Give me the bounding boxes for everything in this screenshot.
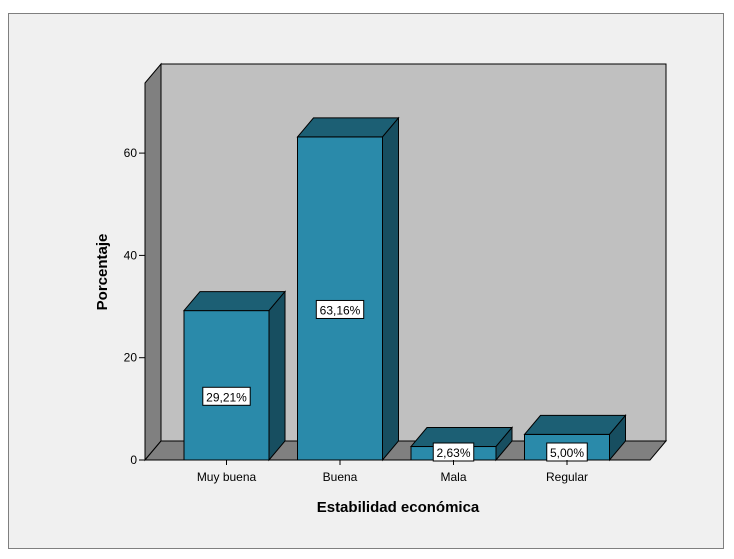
x-tick-label: Mala — [440, 470, 466, 484]
bar-front — [297, 136, 383, 461]
bars: 29,21% 63,16% 2,63% 5,00% — [182, 116, 627, 462]
bar: 2,63% — [409, 426, 514, 462]
x-tick-label: Regular — [546, 470, 588, 484]
y-tick-label: 60 — [124, 146, 138, 160]
x-tick-labels: Muy buena Buena Mala Regular — [197, 460, 588, 484]
bar-side — [495, 426, 513, 462]
x-tick-label: Buena — [323, 470, 358, 484]
bar-front — [183, 310, 270, 461]
y-ticks: 0 20 40 60 — [124, 146, 145, 467]
bar: 5,00% — [523, 414, 627, 462]
data-label-box — [202, 386, 251, 406]
data-label-box — [315, 299, 365, 319]
data-label: 29,21% — [206, 390, 247, 404]
bar-side — [609, 414, 626, 462]
bar-top — [182, 291, 287, 312]
y-tick-label: 0 — [130, 453, 137, 467]
bar-top — [523, 414, 627, 435]
bar-top — [296, 117, 400, 138]
plot-side-wall — [144, 62, 162, 462]
bar: 29,21% — [182, 290, 287, 462]
data-label: 5,00% — [550, 446, 584, 460]
x-tick-label: Muy buena — [197, 470, 257, 484]
y-tick-label: 20 — [124, 351, 138, 365]
data-label: 2,63% — [436, 446, 470, 460]
bar-side — [268, 290, 286, 462]
bar-side — [382, 116, 399, 462]
bar: 63,16% — [296, 116, 400, 462]
x-axis-title: Estabilidad económica — [317, 499, 480, 516]
data-label: 63,16% — [320, 303, 361, 317]
y-axis-title: Porcentaje — [94, 234, 111, 311]
y-tick-label: 40 — [124, 248, 138, 262]
